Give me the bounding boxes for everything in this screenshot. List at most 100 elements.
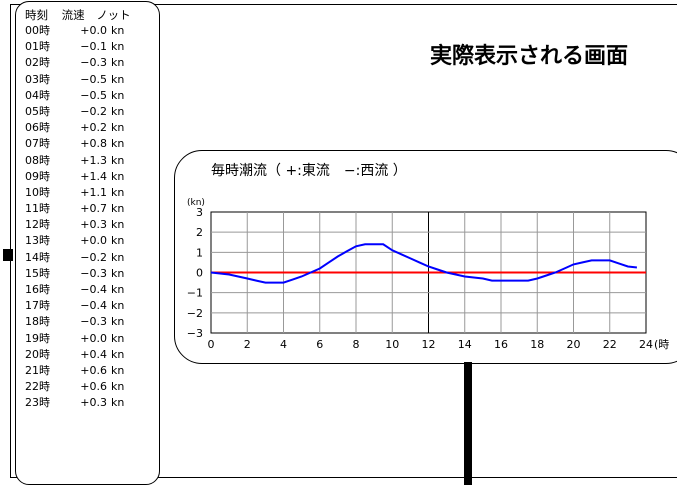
row-value: +0.6 <box>80 380 107 394</box>
table-rows: 00時 +0.0 kn 01時 −0.1 kn 02時 −0.3 kn 03時 −0.5 kn 04時 −… <box>25 23 155 412</box>
row-unit: kn <box>111 40 125 54</box>
row-time: 14時 <box>25 250 50 264</box>
row-unit: kn <box>111 331 125 345</box>
row-time: 04時 <box>25 88 50 102</box>
table-row: 13時 +0.0 kn <box>25 233 155 249</box>
table-row: 21時 +0.6 kn <box>25 363 155 379</box>
row-time: 06時 <box>25 121 50 135</box>
row-unit: kn <box>111 315 125 329</box>
row-value: +0.3 <box>80 218 107 232</box>
table-row: 05時 −0.2 kn <box>25 104 155 120</box>
row-unit: kn <box>111 218 125 232</box>
row-value: +0.3 <box>80 396 107 410</box>
table-row: 09時 +1.4 kn <box>25 169 155 185</box>
row-value: −0.4 <box>80 283 107 296</box>
col-knot-header: ノット <box>96 8 131 22</box>
row-time: 19時 <box>25 331 50 345</box>
current-series-line <box>210 243 638 284</box>
row-value: −0.5 <box>80 88 107 102</box>
row-time: 07時 <box>25 137 50 151</box>
table-row: 11時 +0.7 kn <box>25 201 155 217</box>
x-tick-label: 16 <box>494 338 508 351</box>
table-row: 17時 −0.4 kn <box>25 298 155 314</box>
hourly-current-table: 時刻 流速 ノット 00時 +0.0 kn 01時 −0.1 kn 02時 −0.3 kn 03時… <box>15 1 160 485</box>
row-time: 21時 <box>25 363 50 377</box>
row-value: +0.7 <box>80 202 107 216</box>
row-unit: kn <box>111 169 125 183</box>
table-row: 10時 +1.1 kn <box>25 185 155 201</box>
table-row: 12時 +0.3 kn <box>25 217 155 233</box>
row-time: 11時 <box>25 202 50 216</box>
table-row: 16時 −0.4 kn <box>25 282 155 298</box>
table-row: 04時 −0.5 kn <box>25 88 155 104</box>
row-unit: kn <box>111 56 125 70</box>
col-time-header: 時刻 <box>25 8 48 22</box>
row-unit: kn <box>111 104 125 118</box>
row-unit: kn <box>111 137 125 151</box>
y-tick-label: 2 <box>196 226 203 239</box>
table-row: 22時 +0.6 kn <box>25 379 155 395</box>
row-value: −0.3 <box>80 315 107 329</box>
y-axis-label: (kn) <box>187 198 205 208</box>
row-time: 22時 <box>25 380 50 394</box>
row-unit: kn <box>111 283 125 296</box>
row-unit: kn <box>111 88 125 102</box>
x-tick-label: 10 <box>385 338 399 351</box>
chart-title: 毎時潮流（ +:東流 −:西流 ） <box>211 163 407 179</box>
table-row: 18時 −0.3 kn <box>25 314 155 330</box>
row-unit: kn <box>111 72 125 86</box>
row-value: −0.3 <box>80 266 107 280</box>
y-tick-label: −2 <box>187 307 203 320</box>
y-tick-label: 1 <box>196 246 203 259</box>
row-unit: kn <box>111 24 125 37</box>
table-row: 08時 +1.3 kn <box>25 153 155 169</box>
connector-tick <box>3 249 13 261</box>
x-tick-label: 22 <box>603 338 617 351</box>
y-tick-label: −3 <box>187 327 203 340</box>
row-time: 00時 <box>25 24 50 37</box>
table-row: 15時 −0.3 kn <box>25 266 155 282</box>
row-time: 10時 <box>25 185 50 199</box>
table-row: 00時 +0.0 kn <box>25 23 155 39</box>
screen-frame <box>10 4 677 478</box>
row-unit: kn <box>111 121 125 135</box>
table-row: 01時 −0.1 kn <box>25 39 155 55</box>
row-value: +0.0 <box>80 234 107 248</box>
y-tick-label: 3 <box>196 206 203 219</box>
row-value: +0.6 <box>80 363 107 377</box>
row-unit: kn <box>111 185 125 199</box>
row-value: +1.4 <box>80 169 107 183</box>
row-unit: kn <box>111 299 125 313</box>
row-unit: kn <box>111 396 125 410</box>
y-tick-label: 0 <box>196 267 203 280</box>
row-time: 23時 <box>25 396 50 410</box>
x-tick-label: 18 <box>530 338 544 351</box>
row-unit: kn <box>111 347 125 361</box>
row-value: +0.0 <box>80 331 107 345</box>
table-header: 時刻 流速 ノット <box>25 7 131 23</box>
table-row: 19時 +0.0 kn <box>25 331 155 347</box>
x-tick-label: 6 <box>316 338 323 351</box>
table-row: 02時 −0.3 kn <box>25 55 155 71</box>
row-value: +0.4 <box>80 347 107 361</box>
x-tick-label: 12 <box>422 338 436 351</box>
row-time: 01時 <box>25 40 50 54</box>
row-unit: kn <box>111 234 125 248</box>
row-unit: kn <box>111 250 125 264</box>
row-time: 03時 <box>25 72 50 86</box>
row-time: 17時 <box>25 299 50 313</box>
col-speed-header: 流速 <box>61 8 85 22</box>
row-value: −0.1 <box>80 40 107 54</box>
table-row: 06時 +0.2 kn <box>25 120 155 136</box>
row-unit: kn <box>111 202 125 216</box>
table-row: 07時 +0.8 kn <box>25 136 155 152</box>
x-axis-suffix: (時 <box>654 338 669 351</box>
table-row: 20時 +0.4 kn <box>25 347 155 363</box>
x-tick-label: 20 <box>567 338 581 351</box>
y-tick-label: −1 <box>187 287 203 300</box>
row-value: +1.3 <box>80 153 107 167</box>
tidal-current-chart-panel: 毎時潮流（ +:東流 −:西流 ） (kn) 3 2 1 0 −1 −2 −3 0 2 4 6 8 10 12… <box>174 150 677 364</box>
row-time: 15時 <box>25 266 50 280</box>
row-time: 05時 <box>25 104 50 118</box>
